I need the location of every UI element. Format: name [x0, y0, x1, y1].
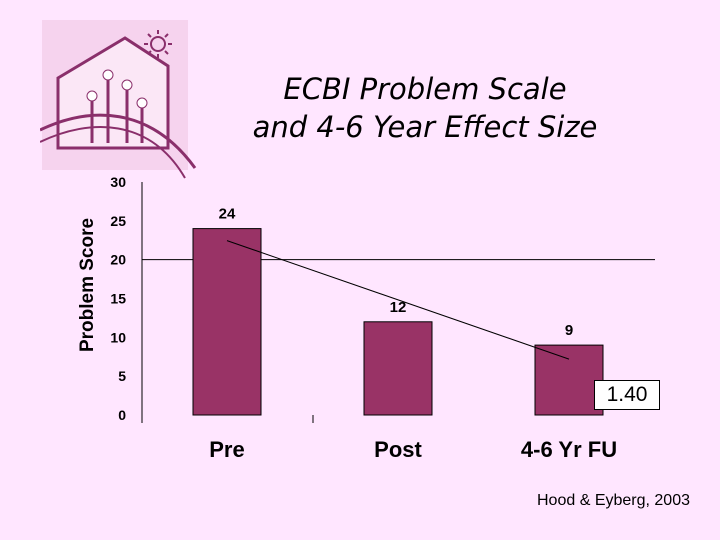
chart-title-line-2: and 4-6 Year Effect Size [252, 110, 598, 144]
chart-title: ECBI Problem Scale and 4-6 Year Effect S… [215, 70, 635, 146]
bar-post [363, 321, 433, 416]
effect-size-callout: 1.40 [594, 380, 660, 410]
y-tick-label: 15 [110, 291, 126, 307]
y-tick-label: 0 [118, 407, 126, 423]
x-category-label: Pre [209, 437, 244, 462]
source-citation: Hood & Eyberg, 2003 [537, 492, 690, 509]
y-tick-label: 20 [110, 252, 126, 268]
data-label: 12 [390, 299, 407, 316]
bar-pre [192, 228, 262, 416]
x-category-label: Post [374, 437, 422, 462]
y-tick-label: 30 [110, 174, 126, 190]
bar-4-6-yr-fu [534, 344, 604, 416]
y-tick-label: 5 [118, 368, 126, 384]
y-tick-label: 25 [110, 213, 126, 229]
chart-title-line-1: ECBI Problem Scale [283, 72, 567, 106]
house-with-sun-and-flowers-icon [40, 20, 197, 179]
data-label: 24 [219, 206, 236, 223]
trend-line [226, 240, 570, 360]
x-category-label: 4-6 Yr FU [521, 437, 617, 462]
y-tick-label: 10 [110, 329, 126, 345]
data-label: 9 [565, 322, 573, 339]
